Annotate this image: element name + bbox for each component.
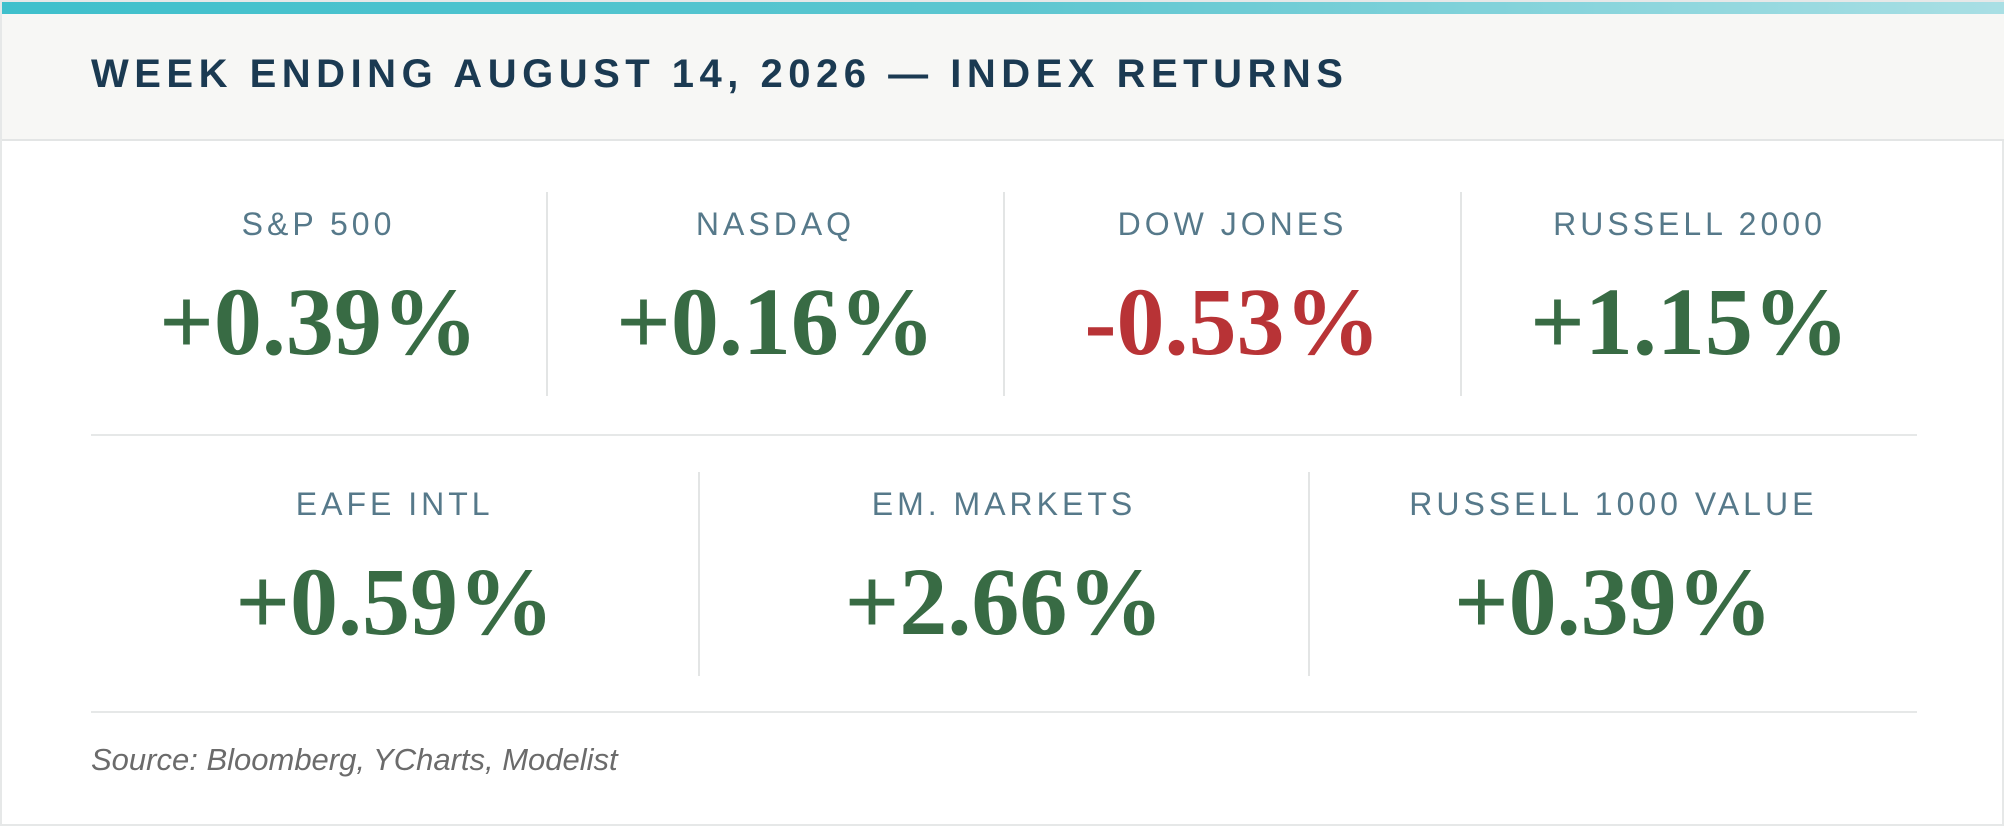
- index-cell-eafe-intl: EAFE INTL +0.59%: [91, 472, 698, 676]
- index-cell-nasdaq: NASDAQ +0.16%: [546, 192, 1003, 396]
- source-note: Source: Bloomberg, YCharts, Modelist: [91, 742, 618, 777]
- index-label: RUSSELL 2000: [1553, 206, 1826, 242]
- index-return-value: +0.16%: [616, 268, 935, 375]
- index-label: DOW JONES: [1117, 206, 1348, 242]
- index-cell-dow-jones: DOW JONES -0.53%: [1003, 192, 1460, 396]
- footer-divider: [91, 711, 1917, 713]
- index-label: EAFE INTL: [295, 486, 494, 522]
- accent-bar: [2, 2, 2004, 14]
- index-return-value: -0.53%: [1084, 268, 1381, 375]
- index-return-value: +0.39%: [1453, 548, 1773, 655]
- index-cell-em-markets: EM. MARKETS +2.66%: [698, 472, 1307, 676]
- index-label: RUSSELL 1000 VALUE: [1409, 486, 1818, 522]
- index-cell-sp500: S&P 500 +0.39%: [91, 192, 546, 396]
- index-cell-russell-2000: RUSSELL 2000 +1.15%: [1460, 192, 1917, 396]
- index-row-2: EAFE INTL +0.59% EM. MARKETS +2.66% RUSS…: [91, 472, 1917, 676]
- index-return-value: +0.39%: [159, 268, 478, 375]
- index-row-1: S&P 500 +0.39% NASDAQ +0.16% DOW JONES -…: [91, 192, 1917, 396]
- row-divider: [91, 434, 1917, 436]
- index-label: NASDAQ: [695, 206, 856, 242]
- index-return-value: +2.66%: [844, 548, 1164, 655]
- page-title: WEEK ENDING AUGUST 14, 2026 — INDEX RETU…: [91, 52, 1349, 96]
- header: WEEK ENDING AUGUST 14, 2026 — INDEX RETU…: [2, 14, 2004, 141]
- index-label: S&P 500: [241, 206, 396, 242]
- index-label: EM. MARKETS: [871, 486, 1137, 522]
- index-cell-russell-1000-value: RUSSELL 1000 VALUE +0.39%: [1307, 472, 1917, 676]
- index-return-value: +1.15%: [1530, 268, 1849, 375]
- index-return-value: +0.59%: [235, 548, 555, 655]
